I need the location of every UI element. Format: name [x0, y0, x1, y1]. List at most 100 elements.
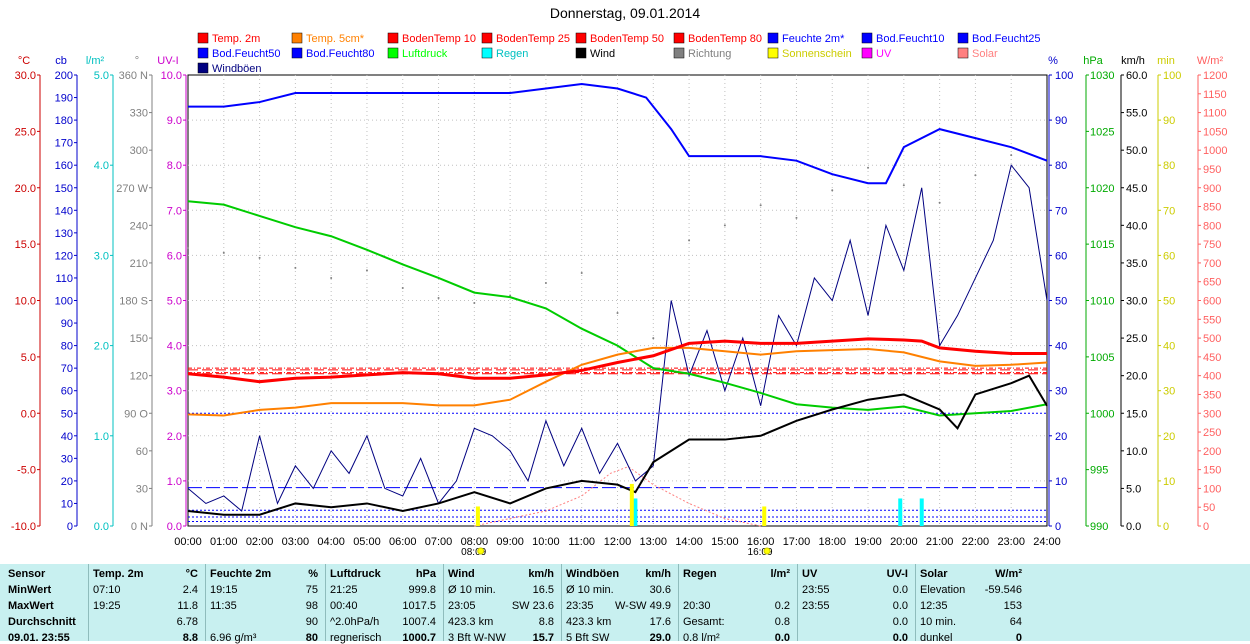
left-axis-tick-label: 120 [130, 371, 148, 383]
table-header: Feuchte 2m [210, 568, 272, 580]
series-line-pressure [187, 200, 1048, 417]
legend-swatch [291, 47, 303, 59]
table-cell-note: 21:25 [330, 584, 358, 596]
table-cell-value: 8.8 [538, 616, 554, 628]
left-axis-tick-label: 70 [61, 363, 73, 375]
x-tick-label: 14:00 [675, 536, 703, 548]
table-cell-value: 30.6 [649, 584, 671, 596]
x-tick-label: 13:00 [640, 536, 668, 548]
right-axis-tick-label: 60.0 [1126, 70, 1147, 82]
left-axis-tick-label: 6.0 [167, 250, 182, 262]
left-axis-unit: UV-I [157, 55, 178, 67]
x-tick-label: 21:00 [926, 536, 954, 548]
table-header-unit: km/h [645, 568, 671, 580]
series-line-temp-5cm [187, 346, 1048, 417]
left-axis-tick-label: 10 [61, 498, 73, 510]
left-axis-tick-label: 300 [130, 145, 148, 157]
right-axis-tick-label: 70 [1055, 205, 1067, 217]
legend-label: Temp. 5cm* [306, 33, 365, 45]
direction-point [580, 271, 583, 274]
right-axis-tick-label: 800 [1203, 220, 1221, 232]
table-row-label: 09.01. 23:55 [8, 632, 70, 644]
x-tick-label: 22:00 [962, 536, 990, 548]
table-cell-note: 00:40 [330, 600, 358, 612]
left-axis-tick-label: 180 S [119, 296, 148, 308]
table-cell-value: 1007.4 [402, 616, 436, 628]
right-axis-tick-label: 700 [1203, 258, 1221, 270]
table-cell-note: Ø 10 min. [566, 584, 614, 596]
direction-point [509, 294, 512, 297]
series-line-humidity [188, 83, 1048, 185]
table-header-unit: UV-I [886, 568, 908, 580]
right-axis-tick-label: 50.0 [1126, 145, 1147, 157]
legend-label: Sonnenschein [782, 48, 852, 60]
right-axis-tick-label: 100 [1203, 483, 1221, 495]
right-axis-tick-label: 500 [1203, 333, 1221, 345]
table-cell-value: 15.7 [532, 632, 554, 644]
table-cell-note: 19:25 [93, 600, 121, 612]
right-axis-tick-label: 450 [1203, 352, 1221, 364]
left-axis-tick-label: 180 [55, 115, 73, 127]
legend-swatch [197, 47, 209, 59]
left-axis-tick-label: 100 [55, 296, 73, 308]
right-axis-tick-label: 990 [1090, 521, 1108, 533]
left-axis-tick-label: 2.0 [94, 341, 109, 353]
table-separator [797, 564, 798, 641]
direction-point [437, 296, 440, 299]
x-tick-label: 08:00 [461, 536, 489, 548]
legend-swatch [673, 32, 685, 44]
left-axis-tick-label: 20.0 [15, 183, 36, 195]
x-tick-label: 12:00 [604, 536, 632, 548]
x-tick-label: 18:00 [818, 536, 846, 548]
legend-label: Bod.Feucht80 [306, 48, 375, 60]
legend-label: Richtung [688, 48, 731, 60]
right-axis-tick-label: 90 [1163, 115, 1175, 127]
left-axis-tick-label: 0 N [131, 521, 148, 533]
left-axis-tick-label: 10.0 [161, 70, 182, 82]
right-axis-tick-label: 80 [1163, 160, 1175, 172]
right-axis-tick-label: 1010 [1090, 296, 1114, 308]
left-axis-tick-label: 160 [55, 160, 73, 172]
table-cell-value: 0.0 [892, 600, 908, 612]
direction-point [688, 239, 691, 242]
left-axis-tick-label: 20 [61, 476, 73, 488]
x-tick-label: 24:00 [1033, 536, 1061, 548]
table-cell-value: 6.78 [176, 616, 198, 628]
left-axis-tick-label: 170 [55, 138, 73, 150]
left-axis-tick-label: 0 [67, 521, 73, 533]
table-header-unit: km/h [528, 568, 554, 580]
table-row-label: MinWert [8, 584, 52, 596]
right-axis-tick-label: 20.0 [1126, 371, 1147, 383]
left-axis-tick-label: 7.0 [167, 205, 182, 217]
table-cell-value: 0.0 [892, 632, 908, 644]
table-row-label: Durchschnitt [8, 616, 76, 628]
table-cell-note: 0.8 l/m² [683, 632, 720, 644]
table-cell-note: 11:35 [210, 600, 237, 612]
direction-point [222, 251, 225, 254]
rain-bar [633, 498, 638, 526]
direction-point [401, 286, 404, 289]
left-axis-tick-label: 90 O [124, 408, 148, 420]
right-axis-tick-label: 45.0 [1126, 183, 1147, 195]
table-cell-note: 423.3 km [566, 616, 612, 628]
legend-label: Bod.Feucht50 [212, 48, 281, 60]
left-axis-tick-label: 90 [61, 318, 73, 330]
left-axis-tick-label: 1.0 [94, 431, 109, 443]
legend-swatch [575, 32, 587, 44]
table-header: Windböen [566, 568, 620, 580]
right-axis-tick-label: 1015 [1090, 239, 1114, 251]
legend-swatch [387, 47, 399, 59]
x-tick-label: 01:00 [210, 536, 238, 548]
table-cell-value: 64 [1009, 616, 1022, 628]
legend-label: UV [876, 48, 892, 60]
right-axis-tick-label: 10.0 [1126, 446, 1147, 458]
left-axis-tick-label: 2.0 [167, 431, 182, 443]
x-tick-label: 05:00 [353, 536, 381, 548]
legend-swatch [575, 47, 587, 59]
table-cell-note: 07:10 [93, 584, 121, 596]
legend-label: Regen [496, 48, 528, 60]
left-axis-tick-label: 200 [55, 70, 73, 82]
legend-label: BodenTemp 80 [688, 33, 762, 45]
series-line-temp-2m [187, 337, 1047, 384]
direction-point [795, 216, 798, 219]
